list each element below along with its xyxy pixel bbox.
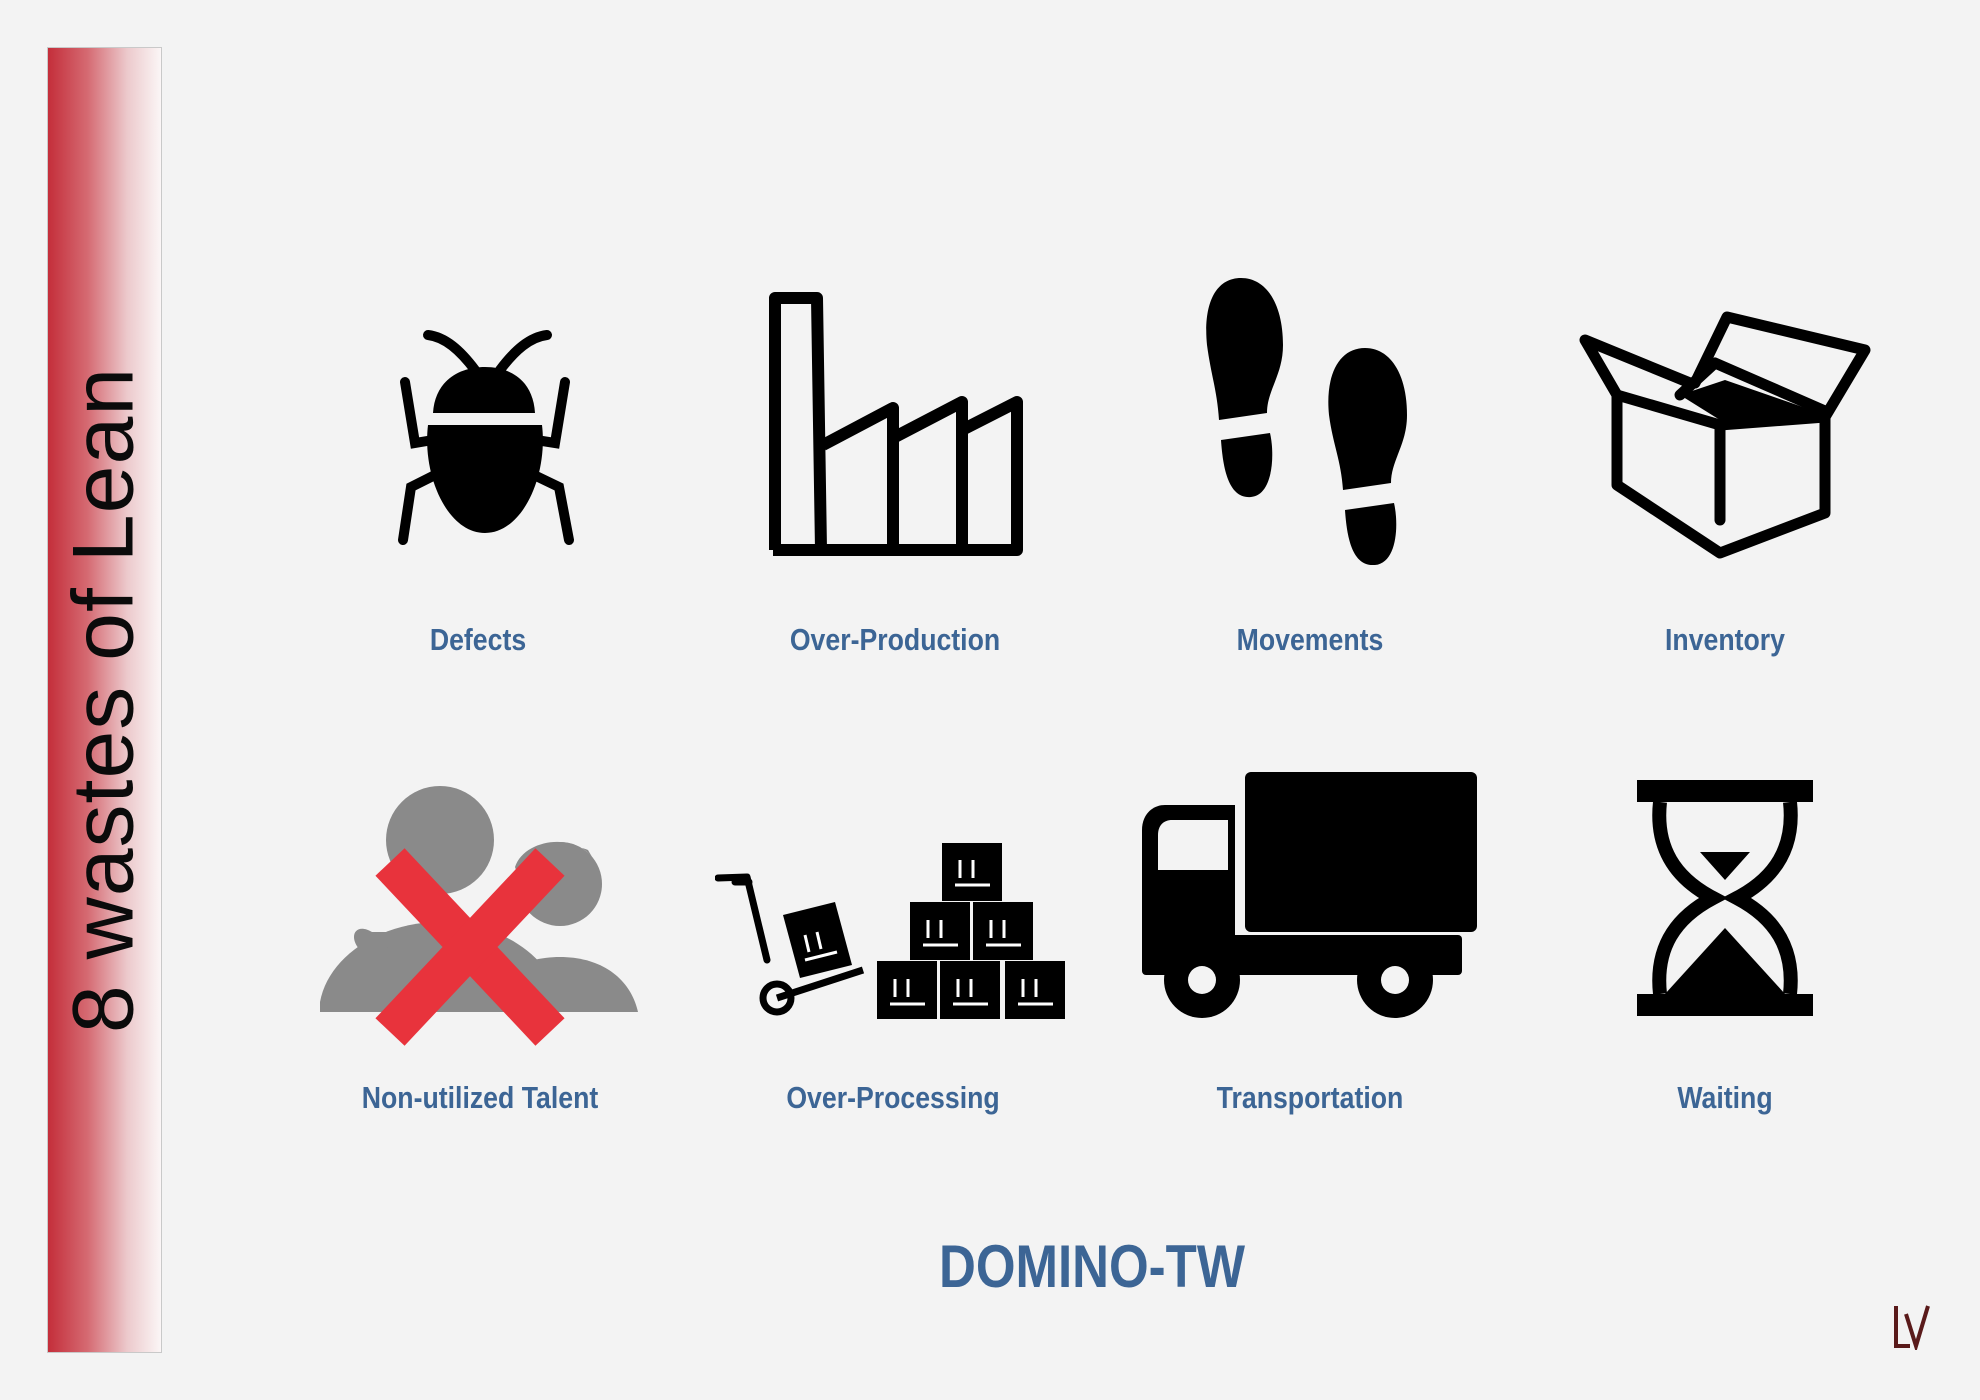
bug-icon [398,330,574,545]
truck-icon [1142,772,1477,1018]
factory-icon [769,292,1023,556]
waste-label-non-utilized-talent: Non-utilized Talent [361,1080,599,1115]
author-logo [1894,1305,1930,1350]
hand-truck-boxes-icon [715,843,1065,1019]
waste-label-movements: Movements [1236,622,1384,657]
sidebar-title: 8 wastes of Lean [55,366,152,1034]
waste-label-over-processing: Over-Processing [786,1080,1000,1115]
waste-label-transportation: Transportation [1216,1080,1404,1115]
waste-label-over-production: Over-Production [789,622,1001,657]
waste-label-waiting: Waiting [1677,1080,1773,1115]
crossed-people-icon [320,786,638,1046]
waste-label-defects: Defects [429,622,527,657]
open-box-icon [1579,311,1871,559]
waste-label-inventory: Inventory [1665,622,1785,657]
sidebar-banner [47,47,162,1353]
brand-name: DOMINO-TW [939,1233,1245,1300]
footprints-icon [1206,278,1407,565]
hourglass-icon [1637,780,1813,1016]
